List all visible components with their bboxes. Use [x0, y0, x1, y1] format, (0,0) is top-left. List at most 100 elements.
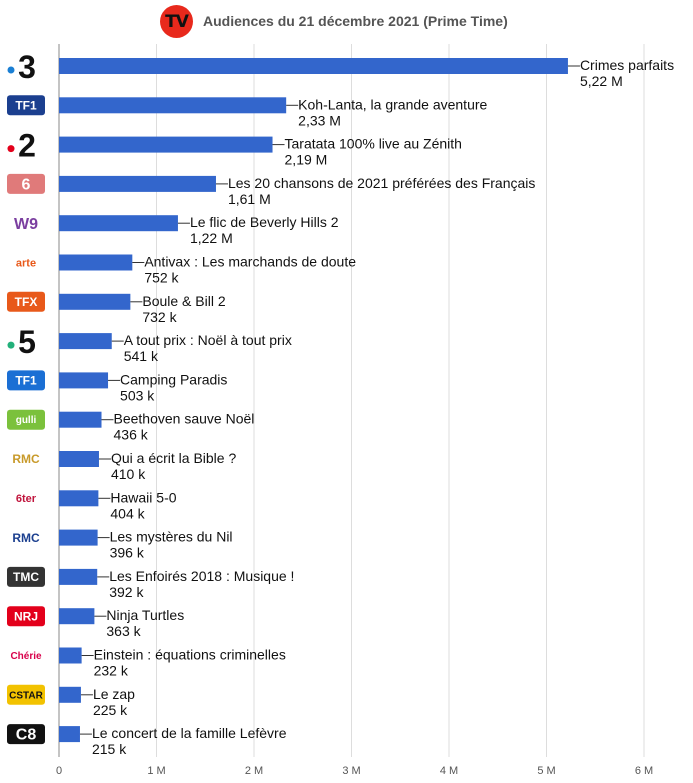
- channel-logo-text: 6: [22, 177, 31, 194]
- channel-logos: 3 TF1 2 6 W9 arte TFX 5 TF1 gulli RMC 6ter RMC TMC NRJ…: [7, 49, 45, 745]
- bar: [59, 686, 81, 703]
- x-tick-label: 4 M: [440, 765, 458, 777]
- x-axis: 0 1 M 2 M 3 M 4 M 5 M 6 M: [56, 765, 653, 777]
- channel-logo-text: 6ter: [16, 493, 37, 505]
- channel-logo: TFX: [7, 291, 45, 312]
- bar: [59, 215, 178, 232]
- channel-logo-text: TMC: [13, 570, 39, 584]
- channel-logo-bg: [7, 409, 45, 430]
- program-label: Koh-Lanta, la grande aventure: [298, 96, 487, 112]
- channel-logo-text: C8: [16, 727, 37, 744]
- channel-logo-dot: [7, 66, 15, 74]
- channel-logo: 5: [7, 324, 36, 360]
- bar: [59, 372, 109, 389]
- value-label: 2,33 M: [298, 112, 341, 128]
- channel-logo: CSTAR: [7, 684, 45, 705]
- bars: [59, 58, 568, 743]
- channel-logo-text: TF1: [15, 99, 37, 113]
- channel-logo: arte: [16, 257, 36, 269]
- value-label: 732 k: [142, 309, 177, 325]
- channel-logo-text: TF1: [15, 374, 37, 388]
- bar: [59, 58, 568, 74]
- channel-logo-text: 3: [18, 49, 36, 85]
- channel-logo-text: TFX: [15, 295, 38, 309]
- channel-logo: TF1: [7, 370, 45, 391]
- program-label: Antivax : Les marchands de doute: [144, 254, 356, 270]
- channel-logo-bg: [7, 95, 45, 116]
- program-label: Boule & Bill 2: [142, 293, 225, 309]
- program-label: Les 20 chansons de 2021 préférées des Fr…: [228, 175, 535, 191]
- channel-logo-text: RMC: [12, 452, 40, 466]
- channel-logo: RMC: [12, 531, 40, 545]
- channel-logo-text: NRJ: [14, 609, 38, 623]
- program-label: Ninja Turtles: [106, 607, 184, 623]
- value-label: 404 k: [110, 505, 145, 521]
- channel-logo: 6ter: [16, 493, 37, 505]
- program-label: Les Enfoirés 2018 : Musique !: [109, 568, 294, 584]
- bar: [59, 293, 131, 310]
- channel-logo-dot: [7, 341, 15, 349]
- value-label: 752 k: [144, 270, 179, 286]
- x-tick-label: 5 M: [537, 765, 555, 777]
- value-label: 215 k: [92, 741, 127, 757]
- channel-logo: RMC: [12, 452, 40, 466]
- channel-logo-dot: [7, 145, 15, 153]
- x-tick-label: 6 M: [635, 765, 653, 777]
- channel-logo-text: RMC: [12, 531, 40, 545]
- program-label: Beethoven sauve Noël: [114, 411, 255, 427]
- value-label: 363 k: [106, 623, 141, 639]
- x-tick-label: 2 M: [245, 765, 263, 777]
- program-label: Camping Paradis: [120, 371, 227, 387]
- chart-title: Audiences du 21 décembre 2021 (Prime Tim…: [203, 13, 508, 29]
- value-label: 503 k: [120, 387, 155, 403]
- bar: [59, 175, 216, 192]
- chart-header: TV Audiences du 21 décembre 2021 (Prime …: [0, 0, 693, 44]
- channel-logo: Chérie: [10, 651, 42, 662]
- value-label: 1,22 M: [190, 230, 233, 246]
- channel-logo-text: arte: [16, 257, 36, 269]
- value-label: 410 k: [111, 466, 146, 482]
- x-tick-label: 3 M: [342, 765, 360, 777]
- bar: [59, 529, 98, 546]
- x-tick-label: 1 M: [147, 765, 165, 777]
- bar: [59, 568, 98, 585]
- bar: [59, 608, 95, 625]
- channel-logo-bg: [7, 370, 45, 391]
- channel-logo-bg: [7, 566, 45, 587]
- value-label: 5,22 M: [580, 73, 623, 89]
- program-label: Taratata 100% live au Zénith: [285, 136, 462, 152]
- bar: [59, 97, 287, 114]
- bar: [59, 136, 273, 153]
- value-label: 1,61 M: [228, 191, 271, 207]
- bar: [59, 490, 99, 507]
- channel-logo-text: 2: [18, 128, 36, 164]
- bar: [59, 254, 133, 271]
- channel-logo: NRJ: [7, 606, 45, 627]
- program-label: Qui a écrit la Bible ?: [111, 450, 236, 466]
- value-label: 396 k: [110, 545, 145, 561]
- channel-logo: gulli: [7, 409, 45, 430]
- grid-lines: [58, 44, 645, 757]
- channel-logo-bg: [7, 724, 45, 745]
- channel-logo: W9: [14, 216, 38, 233]
- channel-logo-bg: [7, 606, 45, 627]
- value-label: 392 k: [109, 584, 144, 600]
- channel-logo: C8: [7, 724, 45, 745]
- program-label: A tout prix : Noël à tout prix: [124, 332, 292, 348]
- channel-logo-text: W9: [14, 216, 38, 233]
- channel-logo: TF1: [7, 95, 45, 116]
- channel-logo-text: 5: [18, 324, 36, 360]
- channel-logo: TMC: [7, 566, 45, 587]
- program-label: Le zap: [93, 686, 135, 702]
- program-label: Les mystères du Nil: [110, 529, 233, 545]
- program-label: Le flic de Beverly Hills 2: [190, 214, 339, 230]
- bar: [59, 451, 99, 467]
- channel-logo: 2: [7, 128, 36, 164]
- value-label: 541 k: [124, 348, 159, 364]
- tv-logo: TV: [160, 5, 193, 38]
- channel-logo-bg: [7, 291, 45, 312]
- bar: [59, 726, 80, 743]
- channel-logo-bg: [7, 684, 45, 705]
